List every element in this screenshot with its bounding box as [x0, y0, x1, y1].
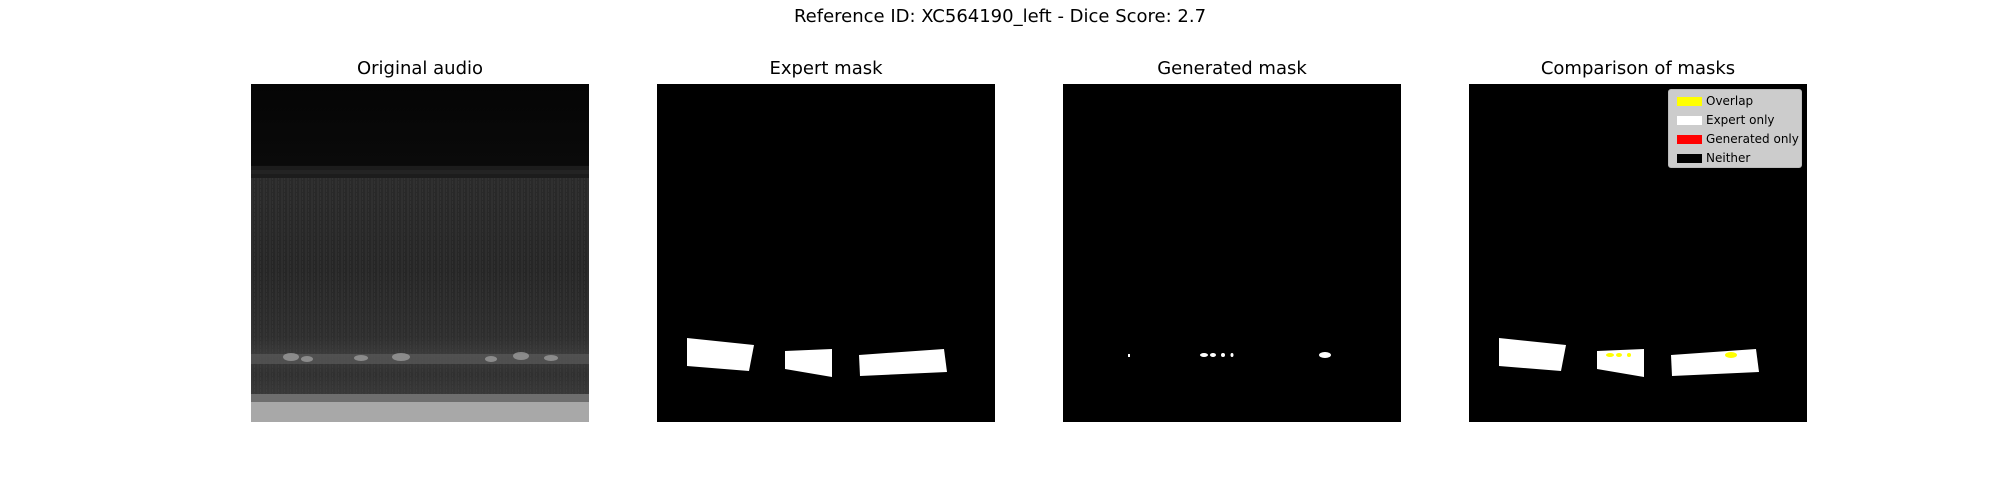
generated-mask-region [1319, 352, 1331, 358]
legend-label: Overlap [1706, 94, 1754, 108]
generated-mask-region [1200, 353, 1208, 357]
comparison-mask-image [1469, 84, 1807, 422]
generated-mask-region [1128, 354, 1130, 357]
legend-item-overlap: Overlap [1669, 92, 1801, 111]
generated-mask-region [1210, 353, 1216, 357]
legend-item-generated-only: Generated only [1669, 130, 1801, 149]
expert-mask-region [785, 349, 832, 377]
legend-item-neither: Neither [1669, 149, 1801, 168]
expert-only-region [1671, 349, 1759, 376]
legend-label: Expert only [1706, 113, 1775, 127]
legend-swatch-generated-only [1677, 135, 1702, 144]
overlap-region [1616, 353, 1622, 357]
expert-only-region [1597, 349, 1644, 377]
comparison-legend: Overlap Expert only Generated only Neith… [1668, 89, 1802, 168]
legend-swatch-overlap [1677, 97, 1702, 106]
mask-image [687, 338, 947, 377]
overlap-region [1627, 353, 1631, 357]
overlap-region [1725, 352, 1737, 358]
panel-title-expert-mask: Expert mask [769, 58, 883, 79]
original-audio-spectrogram [251, 84, 589, 422]
generated-mask-region [1230, 353, 1234, 357]
generated-mask-image [1063, 84, 1401, 422]
panel-title-generated-mask: Generated mask [1157, 58, 1307, 79]
panel-title-comparison: Comparison of masks [1540, 58, 1736, 79]
expert-only-region [1499, 338, 1566, 371]
expert-mask-region [687, 338, 754, 371]
legend-swatch-neither [1677, 154, 1702, 163]
mask-image [1128, 352, 1331, 358]
expert-mask-region [859, 349, 947, 376]
generated-mask-region [1221, 353, 1225, 357]
legend-label: Neither [1706, 151, 1751, 165]
spectrogram-image [251, 84, 589, 422]
expert-mask-image [657, 84, 995, 422]
legend-label: Generated only [1706, 132, 1799, 146]
legend-swatch-expert-only [1677, 116, 1702, 125]
comparison-image [1499, 338, 1759, 377]
overlap-region [1606, 353, 1614, 357]
figure-title: Reference ID: XC564190_left - Dice Score… [793, 6, 1207, 27]
legend-item-expert-only: Expert only [1669, 111, 1801, 130]
panel-title-original-audio: Original audio [356, 58, 484, 79]
